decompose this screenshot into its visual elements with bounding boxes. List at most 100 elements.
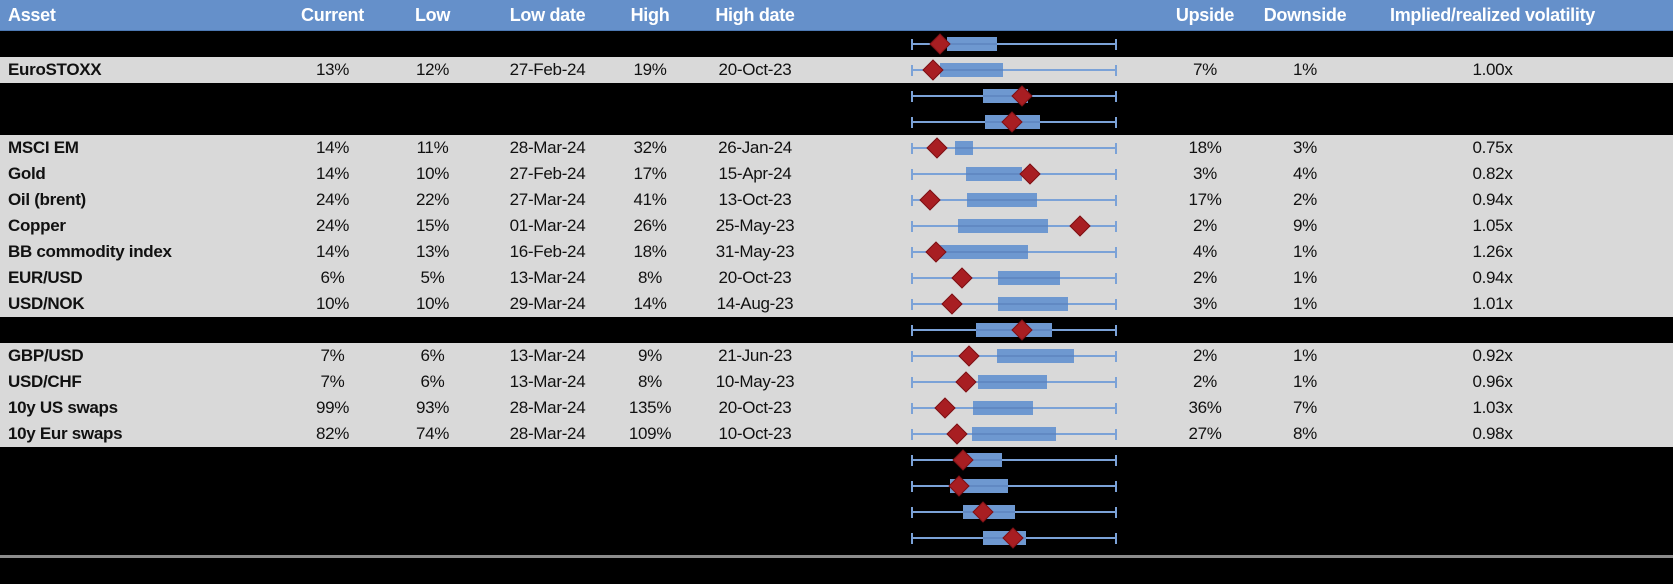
cell-high-date bbox=[695, 317, 815, 343]
cell-current bbox=[290, 473, 375, 499]
table-row: USD/NOK 10% 10% 29-Mar-24 14% 14-Aug-23 3% 1% 1.… bbox=[0, 291, 1673, 317]
boxplot-cap-left bbox=[911, 376, 913, 388]
cell-upside bbox=[1160, 473, 1250, 499]
boxplot-cell bbox=[815, 291, 1160, 317]
boxplot-cell bbox=[815, 161, 1160, 187]
cell-low: 12% bbox=[415, 60, 450, 79]
boxplot-cap-left bbox=[911, 90, 913, 102]
boxplot-cap-right bbox=[1115, 480, 1117, 492]
cell-current bbox=[290, 317, 375, 343]
cell-asset: GBP/USD bbox=[8, 346, 84, 365]
cell-downside: 1% bbox=[1293, 346, 1317, 365]
cell-asset bbox=[0, 109, 290, 135]
boxplot-cap-right bbox=[1115, 454, 1117, 466]
cell-low: 93% bbox=[415, 398, 450, 417]
bottom-black-strip bbox=[0, 558, 1673, 584]
cell-high-date bbox=[695, 525, 815, 551]
boxplot-cell bbox=[815, 83, 1160, 109]
boxplot-cell bbox=[815, 187, 1160, 213]
boxplot-cap-right bbox=[1115, 246, 1117, 258]
cell-high-date: 13-Oct-23 bbox=[718, 190, 792, 209]
cell-low: 13% bbox=[415, 242, 450, 261]
boxplot-box bbox=[940, 245, 1028, 259]
cell-low: 5% bbox=[420, 268, 445, 287]
cell-implied-realized: 0.94x bbox=[1472, 190, 1513, 209]
cell-implied-realized bbox=[1360, 109, 1673, 135]
column-header-high-date: High date bbox=[715, 5, 795, 25]
cell-upside: 3% bbox=[1193, 294, 1217, 313]
table-row: Copper 24% 15% 01-Mar-24 26% 25-May-23 2% 9% 1.0… bbox=[0, 213, 1673, 239]
table-row: Gold 14% 10% 27-Feb-24 17% 15-Apr-24 3% 4% 0.82x bbox=[0, 161, 1673, 187]
boxplot-cell bbox=[815, 343, 1160, 369]
boxplot-cell bbox=[815, 109, 1160, 135]
cell-current: 6% bbox=[320, 268, 345, 287]
cell-upside: 27% bbox=[1188, 424, 1222, 443]
cell-high: 135% bbox=[628, 398, 672, 417]
cell-high-date: 31-May-23 bbox=[715, 242, 795, 261]
cell-current: 14% bbox=[315, 164, 350, 183]
cell-upside: 2% bbox=[1193, 346, 1217, 365]
cell-current bbox=[290, 83, 375, 109]
boxplot-box bbox=[958, 219, 1048, 233]
cell-high-date: 25-May-23 bbox=[715, 216, 795, 235]
cell-asset: 10y Eur swaps bbox=[8, 424, 123, 443]
boxplot-cap-left bbox=[911, 298, 913, 310]
cell-high: 41% bbox=[633, 190, 667, 209]
cell-high-date: 10-Oct-23 bbox=[718, 424, 792, 443]
boxplot-cap-right bbox=[1115, 168, 1117, 180]
cell-implied-realized bbox=[1360, 525, 1673, 551]
cell-upside bbox=[1160, 109, 1250, 135]
cell-current bbox=[290, 109, 375, 135]
cell-low bbox=[375, 109, 490, 135]
boxplot-cap-right bbox=[1115, 142, 1117, 154]
table-row: USD/CHF 7% 6% 13-Mar-24 8% 10-May-23 2% 1% 0.96x bbox=[0, 369, 1673, 395]
cell-downside bbox=[1250, 83, 1360, 109]
cell-high: 26% bbox=[633, 216, 667, 235]
boxplot-box bbox=[997, 349, 1074, 363]
cell-high bbox=[605, 31, 695, 57]
cell-implied-realized: 1.01x bbox=[1472, 294, 1513, 313]
table-row: Oil (brent) 24% 22% 27-Mar-24 41% 13-Oct-23 17… bbox=[0, 187, 1673, 213]
cell-upside: 2% bbox=[1193, 268, 1217, 287]
boxplot-marker-diamond bbox=[1019, 163, 1041, 185]
cell-downside bbox=[1250, 31, 1360, 57]
cell-upside: 3% bbox=[1193, 164, 1217, 183]
boxplot-cap-right bbox=[1115, 298, 1117, 310]
cell-upside: 7% bbox=[1193, 60, 1217, 79]
cell-high bbox=[605, 447, 695, 473]
cell-low-date: 01-Mar-24 bbox=[509, 216, 586, 235]
cell-asset: Gold bbox=[8, 164, 46, 183]
table-row: EuroSTOXX 13% 12% 27-Feb-24 19% 20-Oct-23 7% 1%… bbox=[0, 57, 1673, 83]
cell-current: 10% bbox=[315, 294, 350, 313]
cell-upside: 17% bbox=[1188, 190, 1222, 209]
cell-low: 6% bbox=[420, 346, 445, 365]
boxplot-cell bbox=[815, 525, 1160, 551]
cell-high-date: 26-Jan-24 bbox=[718, 138, 792, 157]
cell-downside: 1% bbox=[1293, 372, 1317, 391]
table-row-hidden bbox=[0, 525, 1673, 551]
cell-implied-realized bbox=[1360, 499, 1673, 525]
cell-low-date bbox=[490, 31, 605, 57]
table-row: 10y Eur swaps 82% 74% 28-Mar-24 109% 10-Oct-2… bbox=[0, 421, 1673, 447]
boxplot-cap-right bbox=[1115, 194, 1117, 206]
cell-downside bbox=[1250, 317, 1360, 343]
boxplot-cell bbox=[815, 395, 1160, 421]
cell-low-date: 13-Mar-24 bbox=[509, 268, 586, 287]
cell-low bbox=[375, 83, 490, 109]
table-row-hidden bbox=[0, 31, 1673, 57]
boxplot-cell bbox=[815, 421, 1160, 447]
cell-downside: 7% bbox=[1293, 398, 1317, 417]
cell-downside: 9% bbox=[1293, 216, 1317, 235]
cell-upside bbox=[1160, 317, 1250, 343]
boxplot-cap-right bbox=[1115, 220, 1117, 232]
cell-downside bbox=[1250, 499, 1360, 525]
boxplot-cell bbox=[815, 265, 1160, 291]
column-header-chart bbox=[815, 0, 1160, 30]
boxplot-cap-left bbox=[911, 402, 913, 414]
boxplot-box bbox=[940, 63, 1003, 77]
cell-asset: EUR/USD bbox=[8, 268, 83, 287]
cell-low-date bbox=[490, 525, 605, 551]
cell-upside bbox=[1160, 499, 1250, 525]
table-row: EUR/USD 6% 5% 13-Mar-24 8% 20-Oct-23 2% 1% 0.94x bbox=[0, 265, 1673, 291]
